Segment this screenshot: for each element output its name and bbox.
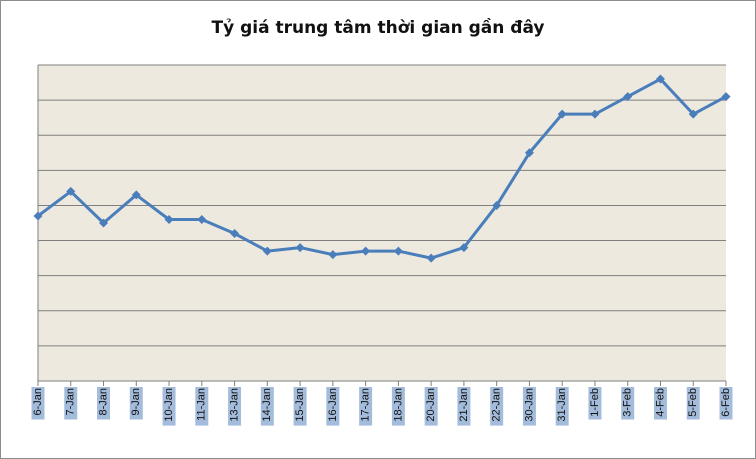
data-point: [393, 246, 403, 256]
data-point: [328, 250, 338, 260]
x-tick-label-group: 13-Jan: [228, 387, 242, 426]
x-tick-label-highlight: [326, 387, 340, 426]
x-tick-label: 18-Jan: [392, 388, 404, 422]
x-tick-label-highlight: [228, 387, 242, 426]
data-point: [492, 200, 502, 210]
x-tick-label: 13-Jan: [228, 388, 240, 422]
x-tick-label: 16-Jan: [327, 388, 339, 422]
data-point: [459, 243, 469, 253]
data-point: [131, 190, 141, 200]
x-tick-label-highlight: [424, 387, 438, 426]
x-tick-label: 20-Jan: [425, 388, 437, 422]
x-tick-label: 11-Jan: [196, 388, 208, 421]
x-tick-label-highlight: [31, 387, 45, 420]
data-point: [721, 92, 731, 102]
x-tick-label: 21-Jan: [458, 388, 470, 422]
data-point: [688, 109, 698, 119]
x-tick-label: 6-Jan: [32, 388, 44, 416]
data-point: [164, 214, 174, 224]
x-tick-label-highlight: [719, 387, 733, 420]
x-tick-label-highlight: [195, 387, 209, 426]
x-tick-label-group: 1-Feb: [588, 387, 602, 420]
x-tick-label-group: 18-Jan: [391, 387, 405, 426]
x-tick-label-group: 11-Jan: [195, 387, 209, 426]
x-tick-label-highlight: [621, 387, 635, 420]
x-tick-label: 30-Jan: [523, 388, 535, 422]
data-point: [557, 109, 567, 119]
x-tick-label-highlight: [293, 387, 307, 426]
x-tick-label-highlight: [97, 387, 111, 420]
x-tick-label: 7-Jan: [65, 388, 77, 416]
data-point: [230, 229, 240, 239]
x-tick-label-group: 31-Jan: [555, 387, 569, 426]
x-tick-label: 9-Jan: [130, 388, 142, 416]
x-tick-label-highlight: [359, 387, 373, 426]
x-tick-label-highlight: [129, 387, 143, 420]
x-tick-label-highlight: [162, 387, 176, 426]
data-point: [361, 246, 371, 256]
x-tick-label-group: 8-Jan: [97, 387, 111, 420]
x-tick-label-group: 5-Feb: [686, 387, 700, 420]
data-point: [655, 74, 665, 84]
x-tick-label-group: 6-Jan: [31, 387, 45, 420]
chart-title: Tỷ giá trung tâm thời gian gần đây: [211, 18, 545, 38]
x-tick-label: 15-Jan: [294, 388, 306, 422]
x-tick-label: 14-Jan: [261, 388, 273, 422]
x-tick-label-highlight: [457, 387, 471, 426]
x-tick-label-group: 30-Jan: [522, 387, 536, 426]
x-tick-label-highlight: [391, 387, 405, 426]
x-tick-label: 3-Feb: [622, 388, 634, 417]
x-tick-label-group: 17-Jan: [359, 387, 373, 426]
data-point: [426, 253, 436, 263]
data-point: [99, 218, 109, 228]
x-tick-label-highlight: [490, 387, 504, 426]
x-tick-label: 1-Feb: [589, 388, 601, 417]
x-tick-label-highlight: [260, 387, 274, 426]
data-point: [33, 211, 43, 221]
x-tick-label: 4-Feb: [654, 388, 666, 417]
x-tick-label-group: 7-Jan: [64, 387, 78, 420]
data-point: [524, 148, 534, 158]
data-point: [623, 92, 633, 102]
x-tick-label-group: 20-Jan: [424, 387, 438, 426]
x-tick-label-highlight: [522, 387, 536, 426]
x-tick-label-highlight: [64, 387, 78, 420]
x-tick-label: 17-Jan: [360, 388, 372, 422]
x-tick-label-group: 15-Jan: [293, 387, 307, 426]
x-tick-label-highlight: [653, 387, 667, 420]
x-tick-label: 22-Jan: [491, 388, 503, 422]
x-tick-label: 8-Jan: [97, 388, 109, 416]
plot-area: [38, 65, 726, 381]
x-tick-label: 10-Jan: [163, 388, 175, 422]
x-tick-label-group: 9-Jan: [129, 387, 143, 420]
data-point: [262, 246, 272, 256]
x-tick-label: 5-Feb: [687, 388, 699, 417]
x-tick-label-highlight: [588, 387, 602, 420]
x-tick-label-group: 10-Jan: [162, 387, 176, 426]
x-tick-label-group: 14-Jan: [260, 387, 274, 426]
x-tick-label-group: 21-Jan: [457, 387, 471, 426]
series-line: [37, 77, 727, 260]
x-tick-label-group: 16-Jan: [326, 387, 340, 426]
x-tick-label: 6-Feb: [720, 388, 732, 417]
x-tick-label-highlight: [686, 387, 700, 420]
x-tick-label-group: 4-Feb: [653, 387, 667, 420]
data-point: [590, 109, 600, 119]
data-point: [295, 243, 305, 253]
data-point: [197, 214, 207, 224]
data-point: [66, 186, 76, 196]
x-tick-label-group: 3-Feb: [621, 387, 635, 420]
x-tick-label-group: 22-Jan: [490, 387, 504, 426]
x-tick-label-highlight: [555, 387, 569, 426]
x-tick-label: 31-Jan: [556, 388, 568, 422]
x-tick-label-group: 6-Feb: [719, 387, 733, 420]
